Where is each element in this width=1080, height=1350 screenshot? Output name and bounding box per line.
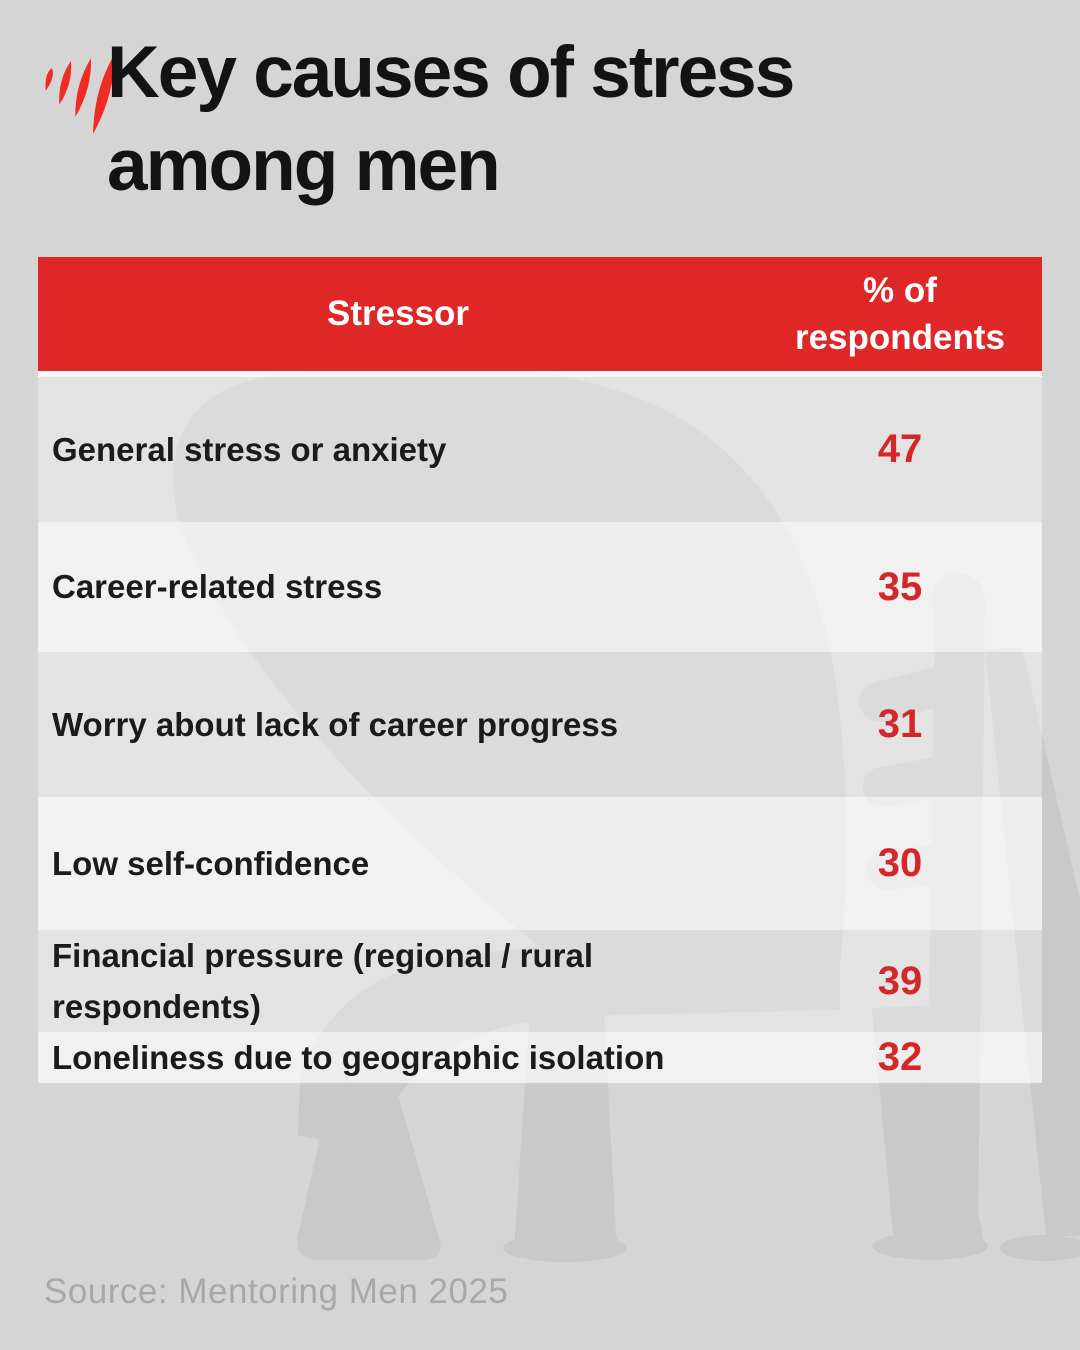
stressor-label: Low self-confidence bbox=[52, 844, 370, 882]
stressor-label: Worry about lack of career progress bbox=[52, 705, 619, 743]
column-header-percent-label: % of respondents bbox=[794, 270, 1006, 357]
percent-value: 31 bbox=[877, 702, 923, 746]
page-title: Key causes of stress among men bbox=[107, 26, 795, 213]
page-title-line2: among men bbox=[107, 125, 501, 207]
source-text: Source: Mentoring Men 2025 bbox=[44, 1272, 509, 1311]
table-row: Worry about lack of career progress 31 bbox=[38, 652, 1042, 797]
column-header-percent: % of respondents bbox=[758, 257, 1042, 371]
stress-table: Stressor % of respondents General stress… bbox=[38, 257, 1042, 1084]
percent-value: 39 bbox=[877, 958, 923, 1003]
table-row: Low self-confidence 30 bbox=[38, 797, 1042, 930]
column-header-stressor-label: Stressor bbox=[326, 294, 470, 333]
percent-value: 32 bbox=[877, 1035, 923, 1080]
table-header-row: Stressor % of respondents bbox=[38, 257, 1042, 371]
page-title-line1: Key causes of stress bbox=[107, 32, 795, 113]
stressor-label: Loneliness due to geographic isolation bbox=[52, 1039, 665, 1077]
table-row: Financial pressure (regional / rural res… bbox=[38, 930, 1042, 1033]
stressor-label: General stress or anxiety bbox=[52, 430, 447, 468]
table-row: Career-related stress 35 bbox=[38, 522, 1042, 652]
table-row: General stress or anxiety 47 bbox=[38, 377, 1042, 522]
sbs-logo-icon bbox=[45, 54, 115, 134]
table-row: Loneliness due to geographic isolation 3… bbox=[38, 1032, 1042, 1084]
stressor-label: Career-related stress bbox=[52, 568, 383, 606]
percent-value: 35 bbox=[877, 564, 923, 609]
column-header-stressor: Stressor bbox=[38, 257, 758, 371]
percent-value: 30 bbox=[877, 841, 923, 885]
percent-value: 47 bbox=[877, 427, 923, 471]
stressor-label: Financial pressure (regional / rural res… bbox=[52, 937, 594, 1026]
header-separator bbox=[38, 371, 1042, 377]
